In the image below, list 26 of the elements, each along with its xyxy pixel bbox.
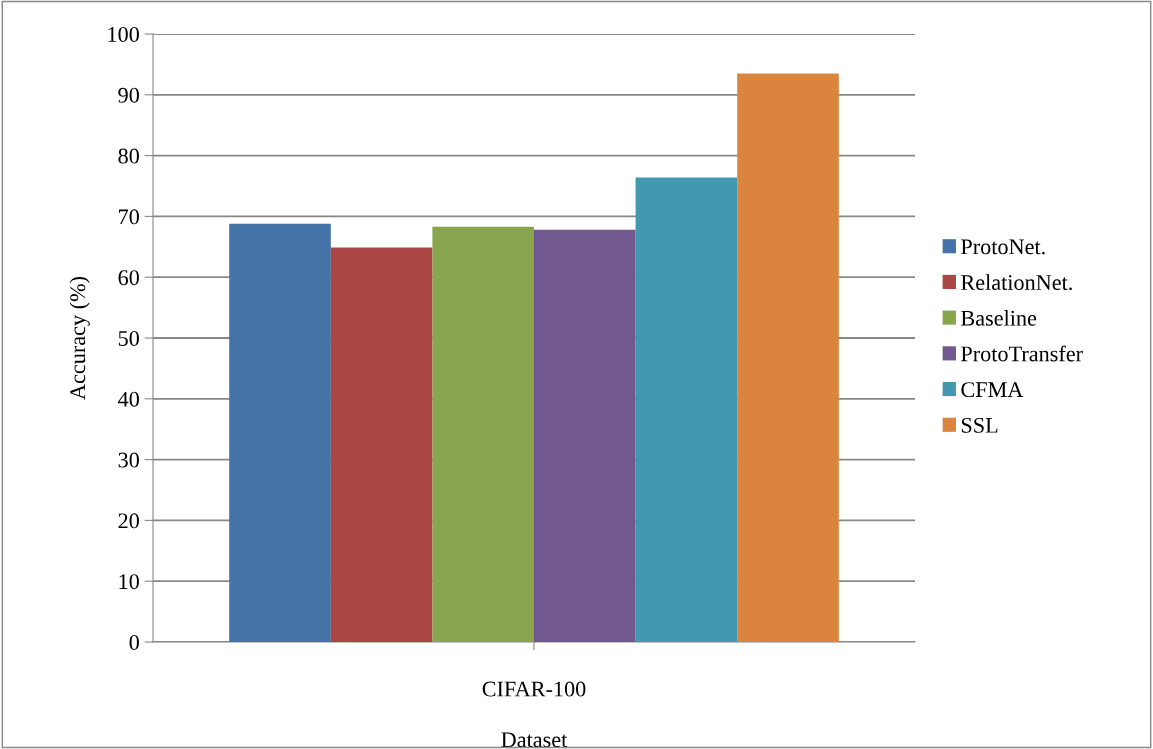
y-tick-label: 10	[119, 574, 139, 590]
y-tick-label: 0	[129, 634, 139, 650]
legend-label: RelationNet.	[961, 274, 1072, 291]
bar	[737, 73, 839, 642]
legend-label: ProtoTransfer	[961, 345, 1083, 362]
bar	[534, 229, 636, 642]
bar	[330, 247, 433, 642]
y-tick-label: 50	[118, 330, 139, 346]
y-tick-label: 30	[118, 452, 139, 468]
y-tick-label: 40	[118, 391, 139, 407]
y-tick-label: 100	[108, 26, 139, 42]
y-tick-label: 60	[118, 270, 139, 286]
legend-label: Baseline	[961, 310, 1037, 326]
legend-label: ProtoNet.	[961, 239, 1045, 255]
legend-label: CFMA	[961, 382, 1024, 398]
x-tick-label: CIFAR-100	[482, 681, 586, 697]
bar	[229, 223, 331, 642]
y-axis-title: Accuracy (%)	[69, 276, 90, 400]
y-tick-label: 20	[118, 513, 139, 529]
bar	[635, 177, 738, 642]
y-tick-label: 70	[119, 209, 139, 225]
y-tick-label: 90	[118, 87, 139, 103]
legend-label: SSL	[961, 417, 998, 433]
x-axis-title: Dataset	[501, 732, 568, 748]
bar	[432, 226, 534, 642]
y-tick-label: 80	[118, 148, 139, 164]
